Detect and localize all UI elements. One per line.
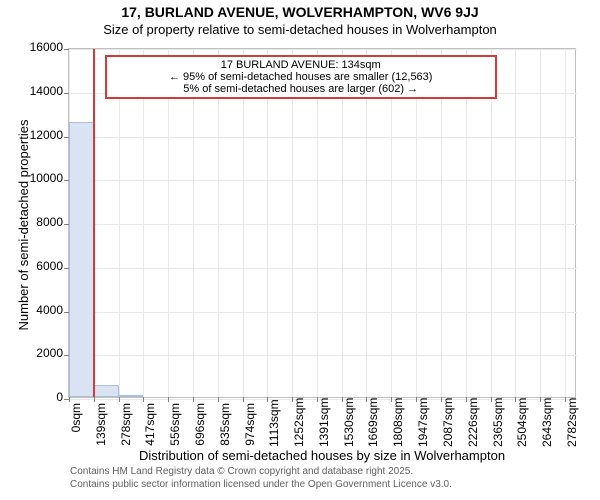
xtick-label: 1391sqm [317,397,331,447]
annotation-line-3: 5% of semi-detached houses are larger (6… [111,83,491,95]
chart-title: 17, BURLAND AVENUE, WOLVERHAMPTON, WV6 9… [0,4,600,20]
annotation-line-2: ← 95% of semi-detached houses are smalle… [111,71,491,83]
xtick-label: 0sqm [69,397,83,447]
gridline-h [69,49,577,50]
y-axis-label: Number of semi-detached properties [16,50,31,400]
gridline-h [69,224,577,225]
gridline-v [143,49,144,399]
gridline-v [317,49,318,399]
gridline-v [193,49,194,399]
gridline-v [441,49,442,399]
ytick-label: 0 [56,390,69,404]
gridline-h [69,137,577,138]
xtick-label: 974sqm [243,397,257,447]
xtick-label: 835sqm [218,397,232,447]
ytick-label: 16000 [30,40,69,54]
xtick-label: 696sqm [193,397,207,447]
gridline-h [69,312,577,313]
xtick-label: 417sqm [143,397,157,447]
annotation-line-1: 17 BURLAND AVENUE: 134sqm [111,59,491,71]
xtick-label: 2365sqm [491,397,505,447]
gridline-v [565,49,566,399]
plot-area: 02000400060008000100001200014000160000sq… [68,48,576,398]
xtick-label: 2504sqm [515,397,529,447]
gridline-v [267,49,268,399]
xtick-label: 1808sqm [391,397,405,447]
xtick-label: 2226sqm [466,397,480,447]
xtick-label: 556sqm [168,397,182,447]
gridline-v [491,49,492,399]
histogram-bar [94,385,119,397]
xtick-label: 278sqm [119,397,133,447]
gridline-v [391,49,392,399]
gridline-v [466,49,467,399]
ytick-label: 4000 [36,303,69,317]
chart-container: { "layout": { "width": 600, "height": 50… [0,0,600,500]
xtick-label: 1113sqm [267,397,281,447]
gridline-v [540,49,541,399]
x-axis-label: Distribution of semi-detached houses by … [68,448,576,463]
xtick-label: 1947sqm [416,397,430,447]
xtick-label: 1669sqm [366,397,380,447]
gridline-v [292,49,293,399]
ytick-label: 10000 [30,171,69,185]
gridline-v [243,49,244,399]
gridline-h [69,268,577,269]
gridline-v [168,49,169,399]
reference-vline [93,49,95,397]
credits-line-2: Contains public sector information licen… [70,479,452,492]
credits-line-1: Contains HM Land Registry data © Crown c… [70,466,452,479]
annotation-box: 17 BURLAND AVENUE: 134sqm ← 95% of semi-… [105,55,497,99]
histogram-bar [119,395,144,397]
xtick-label: 2087sqm [441,397,455,447]
gridline-v [342,49,343,399]
ytick-label: 2000 [36,346,69,360]
xtick-label: 1530sqm [342,397,356,447]
gridline-h [69,180,577,181]
gridline-v [119,49,120,399]
gridline-v [218,49,219,399]
gridline-v [366,49,367,399]
ytick-label: 14000 [30,84,69,98]
ytick-label: 8000 [36,215,69,229]
xtick-label: 2643sqm [540,397,554,447]
gridline-v [416,49,417,399]
credits: Contains HM Land Registry data © Crown c… [70,466,452,491]
xtick-label: 139sqm [94,397,108,447]
gridline-h [69,355,577,356]
ytick-label: 12000 [30,128,69,142]
xtick-label: 2782sqm [565,397,579,447]
xtick-label: 1252sqm [292,397,306,447]
ytick-label: 6000 [36,259,69,273]
chart-subtitle: Size of property relative to semi-detach… [0,22,600,37]
gridline-v [515,49,516,399]
histogram-bar [69,122,94,397]
